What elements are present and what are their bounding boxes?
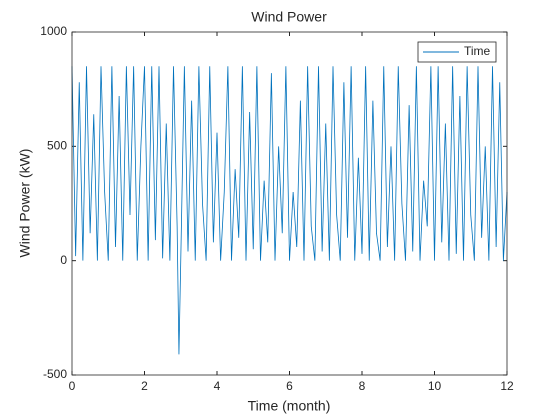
data-line <box>71 66 508 355</box>
y-axis-label: Wind Power (kW) <box>17 149 33 258</box>
y-tick-label: 0 <box>60 253 67 267</box>
y-tick-label: 500 <box>47 139 67 153</box>
x-tick-label: 0 <box>69 379 76 393</box>
x-tick-label: 12 <box>500 379 514 393</box>
x-tick-label: 8 <box>359 379 366 393</box>
y-tick-label: 1000 <box>40 24 67 38</box>
x-tick-label: 2 <box>141 379 148 393</box>
axes-box <box>71 31 508 376</box>
x-tick-label: 4 <box>214 379 221 393</box>
legend-label: Time <box>464 44 491 58</box>
x-axis-label: Time (month) <box>248 398 331 414</box>
x-tick-label: 10 <box>428 379 442 393</box>
x-tick-label: 6 <box>286 379 293 393</box>
chart-title: Wind Power <box>251 9 327 25</box>
y-tick-label: -500 <box>43 367 67 381</box>
